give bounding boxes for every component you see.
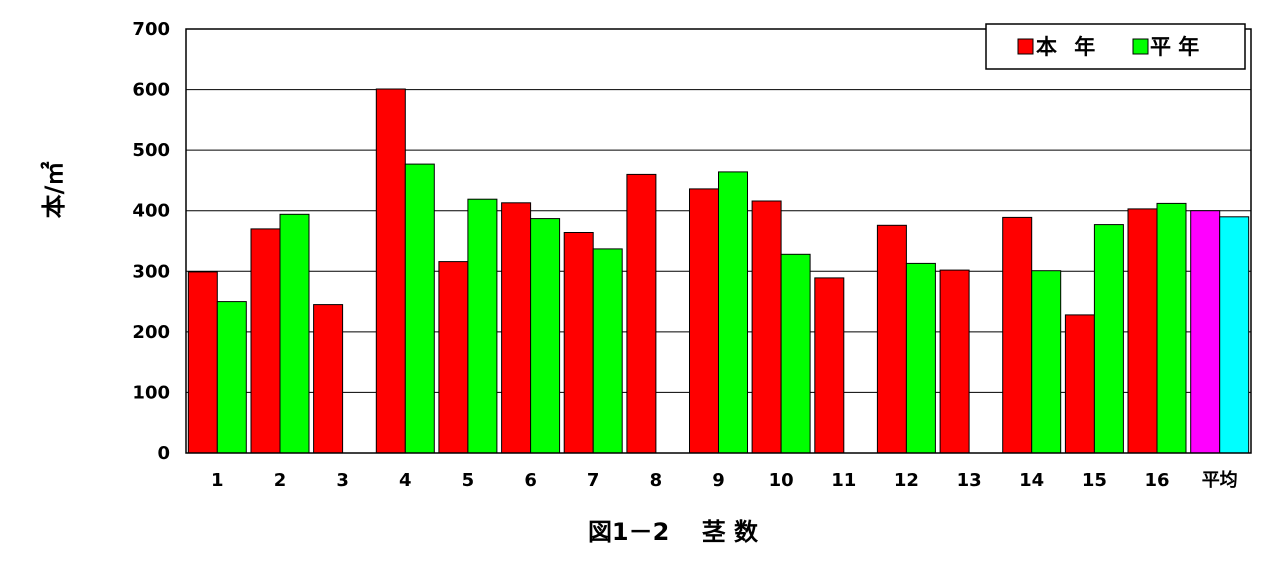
bar-honnen-5 xyxy=(438,261,469,454)
bar-heinen-15 xyxy=(1093,224,1124,454)
y-tick-label: 200 xyxy=(132,322,170,343)
y-tick-label: 700 xyxy=(132,19,170,40)
x-tick-label: 10 xyxy=(769,470,794,491)
bar-heinen-14 xyxy=(1031,270,1062,454)
x-tick-label: 7 xyxy=(587,470,600,491)
bar-honnen-3 xyxy=(313,304,344,454)
bar-honnen-8 xyxy=(626,173,657,454)
y-tick-label: 300 xyxy=(132,261,170,282)
bar-honnen-4 xyxy=(375,88,406,454)
bar-heinen-avg xyxy=(1219,216,1250,454)
bar-heinen-5 xyxy=(467,198,498,454)
bar-honnen-14 xyxy=(1002,216,1033,454)
legend-label-heinen: 平 年 xyxy=(1150,35,1199,59)
bar-honnen-6 xyxy=(501,202,532,454)
bar-honnen-16 xyxy=(1127,208,1158,454)
x-tick-label: 1 xyxy=(211,470,224,491)
bar-honnen-2 xyxy=(250,228,281,454)
x-tick-label: 3 xyxy=(336,470,349,491)
bar-heinen-6 xyxy=(530,218,561,454)
x-tick-label: 13 xyxy=(957,470,982,491)
x-tick-label: 14 xyxy=(1019,470,1044,491)
bar-honnen-13 xyxy=(939,269,970,454)
bar-heinen-10 xyxy=(780,253,811,454)
bar-heinen-2 xyxy=(279,213,310,454)
bar-honnen-1 xyxy=(187,271,218,454)
x-tick-label: 8 xyxy=(650,470,663,491)
y-tick-label: 100 xyxy=(132,382,170,403)
x-tick-label: 12 xyxy=(894,470,919,491)
bar-honnen-12 xyxy=(876,224,907,454)
bars xyxy=(187,88,1250,454)
bar-honnen-15 xyxy=(1064,314,1095,454)
legend: 本 年 平 年 xyxy=(985,23,1246,70)
y-tick-label: 0 xyxy=(157,443,170,464)
y-axis-title: 本/㎡ xyxy=(40,162,68,219)
bar-heinen-12 xyxy=(905,262,936,454)
bar-honnen-10 xyxy=(751,200,782,454)
x-tick-label: 16 xyxy=(1144,470,1169,491)
bar-heinen-1 xyxy=(216,301,247,454)
legend-swatch-honnen xyxy=(1017,38,1034,55)
x-tick-label: 9 xyxy=(712,470,725,491)
y-tick-label: 500 xyxy=(132,140,170,161)
legend-swatch-heinen xyxy=(1132,38,1149,55)
y-tick-label: 400 xyxy=(132,201,170,222)
bar-honnen-9 xyxy=(689,188,719,454)
x-tick-label: 5 xyxy=(462,470,475,491)
x-tick-label: 11 xyxy=(831,470,856,491)
x-tick-label: 2 xyxy=(274,470,287,491)
x-tick-label: 15 xyxy=(1082,470,1107,491)
bar-honnen-11 xyxy=(814,277,845,454)
plot-area-frame xyxy=(185,28,1252,454)
bar-heinen-16 xyxy=(1156,202,1187,454)
bar-honnen-avg xyxy=(1190,210,1221,454)
bar-heinen-9 xyxy=(718,171,748,454)
x-tick-label: 平均 xyxy=(1202,469,1238,491)
figure-caption: 図1－2 茎 数 xyxy=(588,518,759,546)
y-tick-labels: 0 100 200 300 400 500 600 700 xyxy=(132,19,170,464)
y-tick-label: 600 xyxy=(132,80,170,101)
bar-heinen-4 xyxy=(404,163,435,454)
legend-label-honnen: 本 年 xyxy=(1036,35,1095,59)
x-tick-label: 4 xyxy=(399,470,412,491)
x-tick-labels: 1 2 3 4 5 6 7 8 9 10 11 12 13 14 15 16 平均 xyxy=(211,469,1238,491)
bar-honnen-7 xyxy=(563,232,594,454)
bar-heinen-7 xyxy=(592,248,623,454)
x-tick-label: 6 xyxy=(524,470,537,491)
